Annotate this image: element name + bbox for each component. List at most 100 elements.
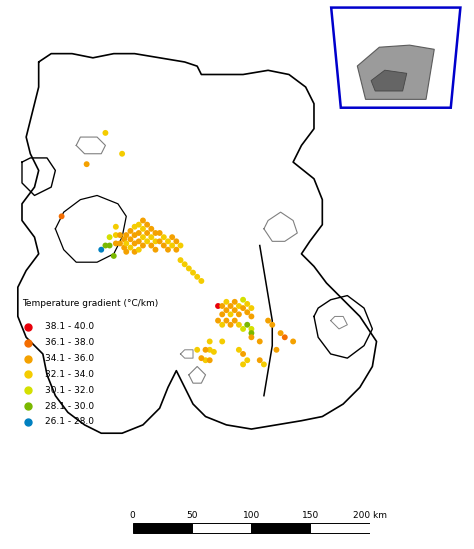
Point	[101, 241, 109, 250]
Point	[58, 212, 65, 221]
Point	[239, 304, 247, 312]
Point	[219, 310, 226, 319]
Point	[110, 251, 118, 260]
Bar	[133, 523, 192, 533]
Point	[214, 316, 222, 325]
Point	[135, 237, 143, 246]
Point	[239, 295, 247, 304]
Point	[164, 237, 172, 246]
Bar	[310, 523, 370, 533]
Text: 100: 100	[243, 511, 260, 519]
Point	[223, 298, 230, 306]
Point	[235, 321, 243, 329]
Point	[139, 216, 147, 225]
Point	[112, 231, 119, 239]
Point	[231, 306, 238, 315]
Point	[210, 348, 218, 356]
Point	[219, 337, 226, 346]
Point	[231, 316, 238, 325]
Point	[135, 245, 143, 254]
Point	[156, 237, 164, 246]
Point	[227, 301, 234, 310]
Point	[223, 306, 230, 315]
Point	[239, 350, 247, 358]
Point	[193, 272, 201, 281]
Point	[131, 231, 138, 239]
Point	[247, 329, 255, 338]
Point	[139, 233, 147, 242]
Point	[206, 345, 213, 354]
Point	[239, 324, 247, 333]
Point	[244, 321, 251, 329]
Point	[256, 337, 264, 346]
Point	[231, 298, 238, 306]
Point	[116, 239, 124, 248]
Point	[181, 260, 189, 268]
Point	[168, 233, 176, 242]
Polygon shape	[357, 45, 434, 99]
Point	[244, 300, 251, 309]
Point	[277, 329, 284, 338]
Point	[206, 356, 213, 365]
Point	[206, 337, 213, 346]
Point	[244, 308, 251, 317]
Text: 32.1 - 34.0: 32.1 - 34.0	[45, 370, 94, 379]
Point	[189, 268, 197, 277]
Point	[118, 149, 126, 158]
Point	[177, 241, 184, 250]
Point	[223, 316, 230, 325]
Point	[273, 345, 280, 354]
Point	[116, 231, 124, 239]
Point	[147, 233, 155, 242]
Point	[152, 245, 159, 254]
Point	[139, 241, 147, 250]
Point	[106, 241, 113, 250]
Text: 34.1 - 36.0: 34.1 - 36.0	[45, 354, 94, 363]
Point	[122, 248, 130, 256]
Point	[127, 243, 134, 252]
Point	[131, 239, 138, 248]
Text: 30.1 - 32.0: 30.1 - 32.0	[45, 386, 94, 395]
Point	[177, 256, 184, 265]
Text: 200 km: 200 km	[353, 511, 387, 519]
Bar	[192, 523, 251, 533]
Point	[147, 225, 155, 233]
Text: Temperature gradient (°C/km): Temperature gradient (°C/km)	[22, 299, 158, 308]
Point	[219, 321, 226, 329]
Point	[168, 241, 176, 250]
Point	[214, 301, 222, 310]
Point	[260, 360, 268, 369]
Text: 28.1 - 30.0: 28.1 - 30.0	[45, 402, 94, 411]
Point	[198, 277, 205, 285]
Point	[98, 245, 105, 254]
Point	[120, 235, 128, 244]
Point	[185, 264, 192, 273]
Point	[131, 222, 138, 231]
Point	[227, 321, 234, 329]
Point	[239, 360, 247, 369]
Bar	[251, 523, 310, 533]
Point	[135, 228, 143, 237]
Point	[147, 241, 155, 250]
Point	[198, 354, 205, 362]
Point	[247, 324, 255, 333]
Point	[139, 225, 147, 233]
Point	[135, 220, 143, 229]
Point	[127, 235, 134, 244]
Text: 36.1 - 38.0: 36.1 - 38.0	[45, 338, 94, 347]
Point	[83, 160, 91, 169]
Point	[156, 228, 164, 237]
Point	[193, 345, 201, 354]
Point	[256, 356, 264, 365]
Point	[112, 222, 119, 231]
Point	[120, 243, 128, 252]
Point	[235, 345, 243, 354]
Point	[247, 304, 255, 312]
Point	[247, 312, 255, 321]
Text: 50: 50	[186, 511, 198, 519]
Point	[143, 228, 151, 237]
Point	[160, 233, 168, 242]
Point	[106, 233, 113, 242]
Point	[122, 239, 130, 248]
Point	[227, 310, 234, 319]
